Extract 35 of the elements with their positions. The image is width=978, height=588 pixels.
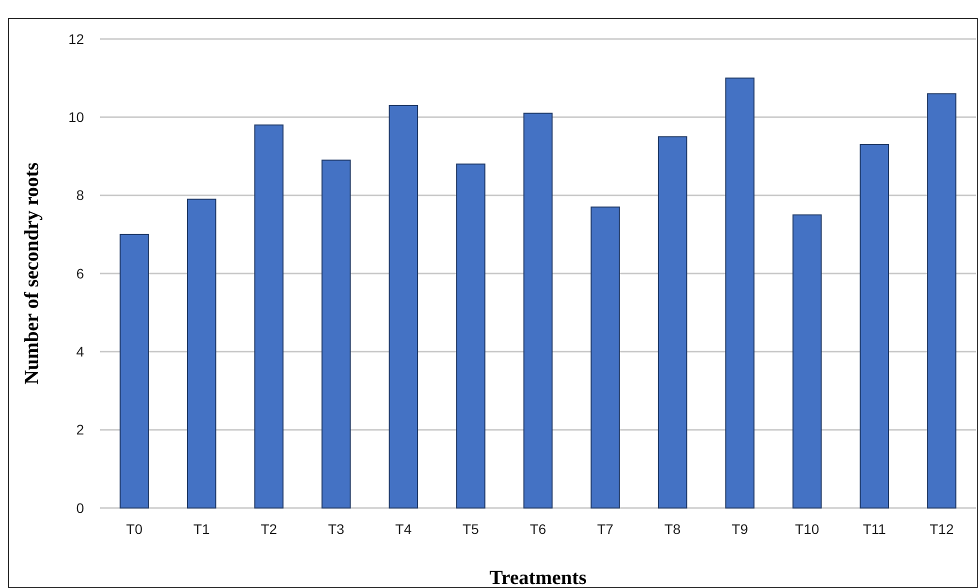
y-tick-label: 6 <box>76 265 84 282</box>
x-tick-label: T8 <box>664 521 681 537</box>
bar <box>456 164 486 508</box>
x-tick-label: T5 <box>462 521 480 537</box>
y-tick-label: 10 <box>68 109 84 126</box>
x-tick-label: T1 <box>193 521 210 537</box>
y-tick-label: 12 <box>68 30 84 47</box>
bar <box>523 112 553 508</box>
x-tick-label: T6 <box>530 521 546 537</box>
y-tick-label: 8 <box>76 187 84 204</box>
bar <box>590 206 620 508</box>
bar <box>120 234 149 508</box>
x-tick-label: T2 <box>260 521 278 537</box>
x-tick-label: T11 <box>862 521 886 537</box>
bar <box>658 136 688 508</box>
bar <box>927 93 956 508</box>
x-axis-title: Treatments <box>489 567 587 588</box>
x-tick-label: T0 <box>126 521 143 537</box>
x-tick-label: T3 <box>328 521 345 537</box>
bar <box>388 104 418 508</box>
x-tick-label: T10 <box>795 521 820 537</box>
y-tick-label: 4 <box>76 344 84 360</box>
x-tick-label: T12 <box>930 521 954 537</box>
y-axis-title: Number of secondry roots <box>21 162 43 385</box>
bar <box>725 78 754 508</box>
bar <box>860 144 890 508</box>
x-tick-label: T4 <box>395 521 412 537</box>
y-tick-label: 2 <box>76 422 84 438</box>
bar <box>186 198 216 508</box>
bar <box>792 214 822 508</box>
bar <box>322 160 351 508</box>
bar <box>254 124 284 508</box>
y-tick-label: 0 <box>76 500 84 516</box>
x-tick-label: T7 <box>597 521 614 537</box>
x-tick-label: T9 <box>732 521 748 537</box>
